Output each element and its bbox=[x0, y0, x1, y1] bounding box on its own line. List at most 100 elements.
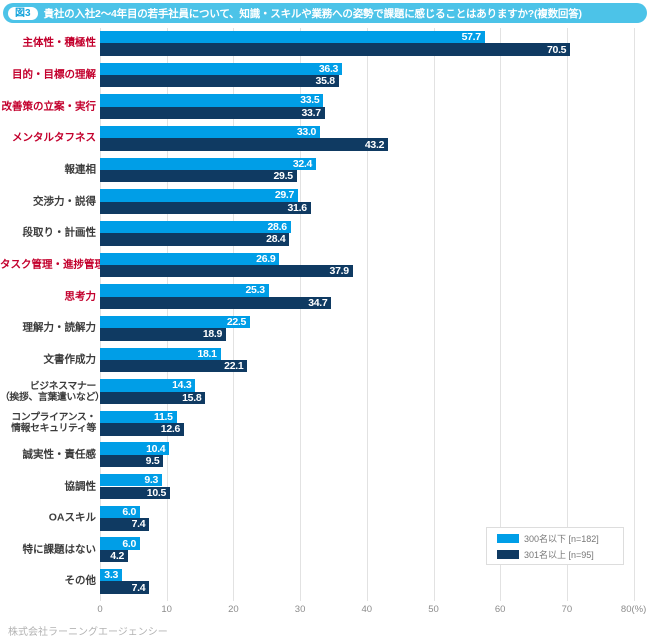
bar-small-company: 36.3 bbox=[100, 62, 343, 76]
bar-large-company: 34.7 bbox=[100, 296, 332, 309]
category-label: ビジネスマナー （挨拶、言葉遣いなど） bbox=[0, 380, 105, 403]
gridline-60 bbox=[500, 28, 502, 601]
bar-small-company: 57.7 bbox=[100, 31, 485, 44]
bar-large-company: 29.5 bbox=[100, 170, 297, 183]
figure-header: 図3 貴社の入社2〜4年目の若手社員について、知識・スキルや業務への姿勢で課題に… bbox=[3, 3, 647, 23]
bar-value-label: 28.6 bbox=[267, 221, 288, 234]
bar-large-company: 4.2 bbox=[100, 549, 128, 563]
bar-large-company: 43.2 bbox=[100, 138, 389, 151]
gridline-50 bbox=[433, 28, 435, 601]
bar-value-label: 10.4 bbox=[146, 442, 166, 455]
legend-item-small-company: 300名以下 [n=182] bbox=[497, 532, 623, 545]
bar-value-label: 15.8 bbox=[182, 391, 202, 404]
company-credit: 株式会社ラーニングエージェンシー bbox=[8, 627, 168, 638]
bar-large-company: 15.8 bbox=[100, 391, 206, 404]
legend-label-small-company: 300名以下 [n=182] bbox=[524, 533, 599, 544]
bar-large-company: 35.8 bbox=[100, 75, 339, 88]
bar-value-label: 25.3 bbox=[245, 284, 266, 297]
category-label: 目的・目標の理解 bbox=[12, 68, 96, 81]
bar-value-label: 7.4 bbox=[131, 581, 146, 594]
bar-value-label: 10.5 bbox=[146, 486, 167, 499]
bar-large-company: 33.7 bbox=[100, 106, 325, 120]
bar-value-label: 22.1 bbox=[224, 360, 244, 373]
bar-value-label: 35.8 bbox=[315, 75, 336, 88]
category-label: 誠実性・責任感 bbox=[22, 448, 97, 461]
bar-large-company: 22.1 bbox=[100, 359, 248, 373]
bar-large-company: 37.9 bbox=[100, 264, 353, 278]
figure-title: 貴社の入社2〜4年目の若手社員について、知識・スキルや業務への姿勢で課題に感じる… bbox=[43, 7, 582, 20]
x-axis-tick-label: 40 bbox=[361, 604, 373, 615]
category-label: OAスキル bbox=[48, 511, 96, 524]
gridline-20 bbox=[233, 28, 235, 601]
bar-value-label: 31.6 bbox=[287, 201, 308, 214]
bar-value-label: 9.5 bbox=[145, 455, 160, 468]
bar-value-label: 43.2 bbox=[364, 138, 385, 151]
bar-small-company: 9.3 bbox=[100, 474, 163, 487]
category-label: その他 bbox=[64, 574, 97, 587]
bar-large-company: 12.6 bbox=[100, 423, 185, 436]
bar-value-label: 6.0 bbox=[122, 505, 137, 518]
category-label: 特に課題はない bbox=[22, 543, 97, 556]
category-label: 文書作成力 bbox=[43, 353, 97, 366]
bar-large-company: 7.4 bbox=[100, 518, 150, 531]
legend-swatch-light-blue bbox=[497, 533, 519, 543]
bar-value-label: 7.4 bbox=[131, 518, 146, 531]
bar-small-company: 18.1 bbox=[100, 347, 221, 360]
bar-value-label: 36.3 bbox=[318, 62, 339, 75]
bar-large-company: 70.5 bbox=[100, 43, 571, 56]
category-label: 段取り・計画性 bbox=[22, 226, 97, 239]
bar-large-company: 7.4 bbox=[100, 581, 150, 594]
category-label: 理解力・読解力 bbox=[22, 321, 97, 334]
bar-value-label: 70.5 bbox=[546, 43, 567, 56]
legend-label-large-company: 301名以上 [n=95] bbox=[524, 549, 594, 560]
bar-value-label: 29.5 bbox=[273, 170, 294, 183]
bar-value-label: 12.6 bbox=[160, 423, 181, 436]
bar-value-label: 29.7 bbox=[274, 189, 295, 202]
gridline-0 bbox=[100, 28, 101, 601]
bar-value-label: 34.7 bbox=[308, 296, 328, 309]
category-label: 改善策の立案・実行 bbox=[1, 99, 97, 112]
x-axis-tick-label: 0 bbox=[97, 604, 103, 615]
gridline-80 bbox=[633, 28, 635, 601]
bar-value-label: 6.0 bbox=[122, 537, 137, 550]
figure-number-badge: 図3 bbox=[8, 6, 38, 20]
bar-value-label: 11.5 bbox=[154, 410, 173, 423]
category-label: コンプライアンス・ 情報セキュリティ等 bbox=[11, 412, 96, 435]
bar-value-label: 33.7 bbox=[301, 106, 322, 119]
category-label: 交渉力・説得 bbox=[33, 194, 96, 207]
x-axis-tick-label: 80(%) bbox=[620, 604, 647, 615]
bar-small-company: 25.3 bbox=[100, 284, 269, 297]
bar-small-company: 10.4 bbox=[100, 442, 170, 455]
bar-small-company: 6.0 bbox=[100, 505, 141, 519]
bar-large-company: 10.5 bbox=[100, 486, 171, 499]
bar-small-company: 14.3 bbox=[100, 379, 196, 392]
gridline-40 bbox=[366, 28, 368, 601]
bar-large-company: 31.6 bbox=[100, 201, 311, 215]
x-axis-tick-label: 20 bbox=[228, 604, 239, 615]
bar-value-label: 4.2 bbox=[110, 549, 124, 562]
legend-item-large-company: 301名以上 [n=95] bbox=[497, 548, 623, 561]
bar-small-company: 11.5 bbox=[100, 410, 177, 424]
bar-small-company: 6.0 bbox=[100, 537, 141, 550]
legend-swatch-dark-navy bbox=[497, 549, 519, 559]
category-label: 協調性 bbox=[64, 479, 97, 492]
bar-large-company: 18.9 bbox=[100, 328, 227, 341]
category-label: 思考力 bbox=[64, 289, 97, 302]
x-axis-tick-label: 70 bbox=[561, 604, 573, 615]
bar-value-label: 26.9 bbox=[256, 252, 276, 265]
bar-value-label: 32.4 bbox=[292, 157, 313, 170]
bar-small-company: 28.6 bbox=[100, 220, 291, 234]
bar-value-label: 9.3 bbox=[144, 474, 159, 487]
bar-small-company: 32.4 bbox=[100, 157, 317, 170]
chart-legend: 300名以下 [n=182] 301名以上 [n=95] bbox=[486, 527, 624, 565]
bar-value-label: 22.5 bbox=[226, 316, 247, 329]
gridline-70 bbox=[566, 28, 568, 601]
gridline-10 bbox=[166, 28, 168, 601]
bar-small-company: 33.0 bbox=[100, 125, 321, 139]
gridline-30 bbox=[300, 28, 302, 601]
bar-small-company: 29.7 bbox=[100, 189, 299, 202]
bar-value-label: 28.4 bbox=[266, 233, 286, 246]
category-label: メンタルタフネス bbox=[12, 131, 96, 144]
